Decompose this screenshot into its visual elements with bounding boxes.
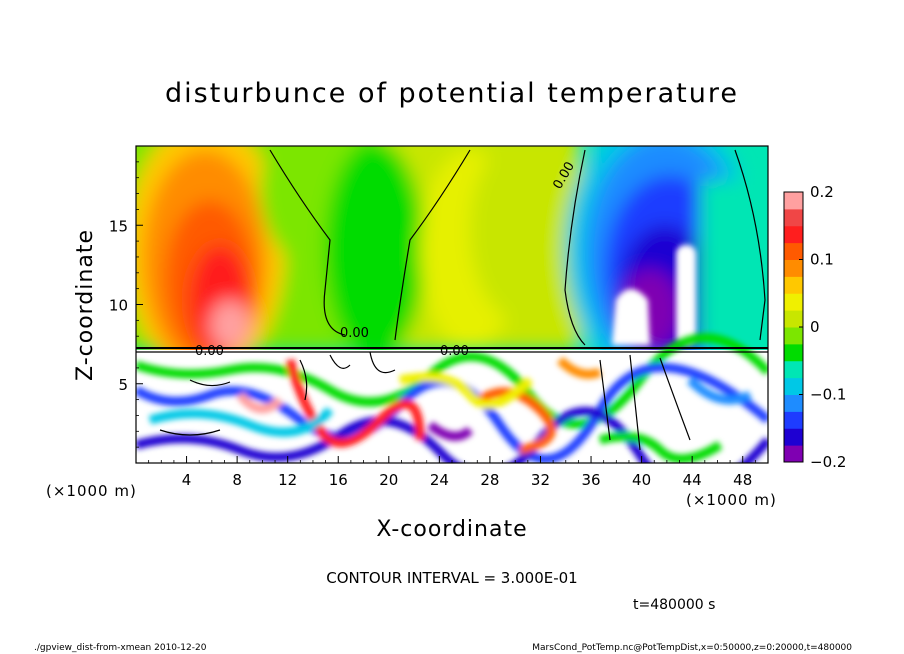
y-tick-label: 15 [109, 217, 128, 235]
x-tick-label: 24 [430, 471, 449, 489]
colorbar-tick-label: 0.2 [810, 183, 834, 201]
colorbar-swatch [784, 327, 803, 345]
footer-left: ./gpview_dist-from-xmean 2010-12-20 [34, 643, 207, 653]
colorbar-swatch [784, 225, 803, 244]
x-axis-label: X-coordinate [376, 517, 527, 542]
colorbar-swatch [784, 428, 803, 446]
x-tick-label: 4 [182, 471, 192, 489]
x-tick-label: 36 [581, 471, 600, 489]
time-label: t=480000 s [633, 597, 715, 613]
contour-label: 0.00 [340, 326, 369, 341]
y-axis-label: Z-coordinate [73, 229, 98, 381]
colorbar-swatch [784, 343, 803, 362]
x-tick-label: 44 [683, 471, 702, 489]
colorbar-swatch [784, 411, 803, 429]
contour-label: 0.00 [195, 344, 224, 359]
colorbar-tick-label: −0.1 [810, 386, 846, 404]
chart-title: disturbunce of potential temperature [165, 78, 739, 109]
x-tick-label: 12 [278, 471, 297, 489]
y-axis-ticks: 5 10 15 [109, 161, 143, 448]
x-tick-label: 48 [733, 471, 752, 489]
x-unit-right: (×1000 m) [686, 491, 777, 509]
contour-interval: CONTOUR INTERVAL = 3.000E-01 [326, 569, 577, 587]
colorbar-tick-label: 0 [810, 318, 820, 336]
colorbar-swatch [784, 310, 803, 328]
footer-right: MarsCond_PotTemp.nc@PotTempDist,x=0:5000… [532, 643, 852, 653]
x-tick-label: 16 [329, 471, 348, 489]
colorbar-tick-label: 0.1 [810, 251, 834, 269]
colorbar-ticks: 0.2 0.1 0 −0.1 −0.2 [799, 183, 846, 471]
colorbar-swatch [784, 208, 803, 227]
colorbar-swatch [784, 242, 803, 260]
colorbar-swatch [784, 445, 803, 463]
colorbar-swatch [784, 360, 803, 379]
contour-label: 0.00 [440, 344, 469, 359]
colorbar-swatch [784, 394, 803, 412]
x-axis-ticks: 4 8 12 16 20 24 28 32 36 40 44 48 [148, 456, 756, 489]
colorbar [784, 192, 803, 463]
x-tick-label: 40 [632, 471, 651, 489]
colorbar-swatch [784, 276, 803, 294]
x-tick-label: 20 [379, 471, 398, 489]
colorbar-swatch [784, 377, 803, 395]
colorbar-swatch [784, 192, 803, 210]
x-tick-label: 32 [531, 471, 550, 489]
colorbar-tick-label: −0.2 [810, 453, 846, 471]
colorbar-swatch [784, 259, 803, 277]
x-tick-label: 28 [480, 471, 499, 489]
x-unit-left: (×1000 m) [46, 482, 137, 500]
x-tick-label: 8 [232, 471, 242, 489]
y-tick-label: 5 [118, 376, 128, 394]
heatmap-field: 0.00 0.00 0.00 0.00 [136, 146, 768, 463]
y-tick-label: 10 [109, 297, 128, 315]
colorbar-swatch [784, 293, 803, 311]
